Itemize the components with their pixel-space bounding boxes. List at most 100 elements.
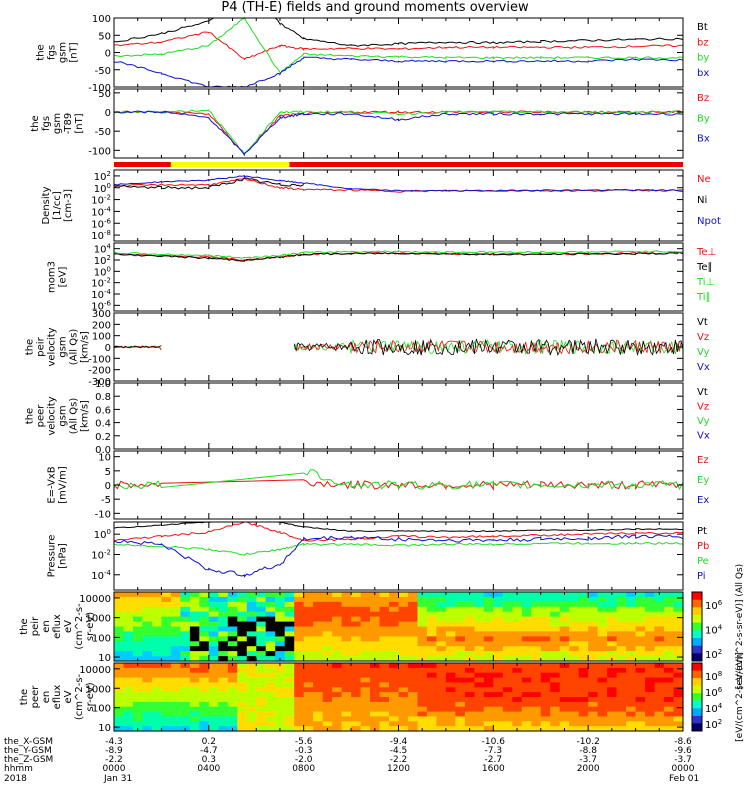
spectro-cell <box>256 621 267 628</box>
spectro-cell <box>133 667 144 674</box>
spectro-cell <box>626 651 637 657</box>
spectro-cell <box>227 601 238 608</box>
spectro-cell <box>398 682 409 688</box>
y-tick-label: 0 <box>105 343 111 354</box>
spectro-cell <box>360 711 371 718</box>
spectro-cell <box>673 656 684 662</box>
spectro-cell <box>408 711 419 718</box>
spectro-cell <box>284 682 295 688</box>
spectro-cell <box>502 701 513 708</box>
spectro-cell <box>616 716 627 722</box>
spectro-cell <box>313 697 324 703</box>
spectro-cell <box>379 706 390 713</box>
spectro-cell <box>218 672 229 679</box>
spectro-cell <box>483 641 494 647</box>
spectro-cell <box>170 601 181 608</box>
spectro-cell <box>540 596 551 603</box>
spectro-cell <box>426 611 437 618</box>
spectro-cell <box>123 726 134 732</box>
spectro-cell <box>133 611 144 618</box>
spectro-cell <box>474 626 485 632</box>
footer-value: -10.6 <box>482 737 506 747</box>
spectro-cell <box>332 672 343 679</box>
spectro-cell <box>569 606 580 613</box>
spectro-cell <box>227 611 238 618</box>
spectro-cell <box>360 592 371 598</box>
spectro-cell <box>502 672 513 679</box>
y-tick-label: 100 <box>94 528 111 541</box>
spectro-cell <box>199 706 210 713</box>
spectro-cell <box>559 682 570 688</box>
spectro-cell <box>332 631 343 637</box>
y-axis-label: the <box>25 339 36 355</box>
spectro-cell <box>170 692 181 698</box>
y-axis-label: gsm <box>58 405 69 426</box>
spectro-cell <box>607 631 618 637</box>
spectro-cell <box>322 682 333 688</box>
footer-value: -2.2 <box>105 755 123 765</box>
spectro-cell <box>588 682 599 688</box>
spectro-cell <box>389 611 400 618</box>
spectro-cell <box>597 692 608 698</box>
spectro-cell <box>569 667 580 674</box>
spectro-cell <box>588 687 599 693</box>
spectro-cell <box>237 641 248 647</box>
spectro-cell <box>569 651 580 657</box>
spectro-cell <box>635 611 646 618</box>
spectro-cell <box>616 656 627 662</box>
spectro-cell <box>417 701 428 708</box>
spectro-cell <box>341 606 352 613</box>
spectro-cell <box>417 687 428 693</box>
spectro-cell <box>379 667 390 674</box>
spectro-cell <box>588 656 599 662</box>
spectro-cell <box>114 721 125 727</box>
spectro-cell <box>635 667 646 674</box>
spectro-cell <box>208 626 219 632</box>
spectro-cell <box>123 621 134 628</box>
spectro-cell <box>607 651 618 657</box>
spectro-cell <box>189 687 200 693</box>
spectro-cell <box>275 672 286 679</box>
spectro-cell <box>626 621 637 628</box>
spectro-cell <box>142 626 153 632</box>
spectro-cell <box>208 641 219 647</box>
spectro-cell <box>436 697 447 703</box>
spectro-cell <box>351 646 362 652</box>
spectro-cell <box>161 726 172 732</box>
spectro-cell <box>370 606 381 613</box>
spectro-cell <box>626 636 637 642</box>
spectro-cell <box>654 616 665 623</box>
spectro-cell <box>360 687 371 693</box>
colorbar-tick-label: 106 <box>705 599 723 612</box>
spectro-cell <box>464 711 475 718</box>
footer-value: -8.9 <box>105 746 123 756</box>
colorbar-tick-label: 106 <box>705 686 723 699</box>
spectro-cell <box>379 616 390 623</box>
spectro-cell <box>227 721 238 727</box>
spectro-cell <box>408 646 419 652</box>
spectro-cell <box>227 716 238 722</box>
spectro-cell <box>559 646 570 652</box>
spectro-cell <box>246 621 257 628</box>
spectro-cell <box>626 596 637 603</box>
spectro-cell <box>341 641 352 647</box>
spectro-cell <box>161 682 172 688</box>
spectro-cell <box>256 716 267 722</box>
spectro-cell <box>616 667 627 674</box>
spectro-cell <box>673 726 684 732</box>
spectro-cell <box>426 596 437 603</box>
spectro-cell <box>445 663 456 669</box>
colorbar-cell <box>692 723 702 732</box>
y-axis-label: Pressure <box>47 535 58 578</box>
spectro-cell <box>303 626 314 632</box>
spectro-cell <box>151 701 162 708</box>
spectro-cell <box>313 636 324 642</box>
spectro-cell <box>208 716 219 722</box>
spectro-cell <box>426 726 437 732</box>
spectro-cell <box>199 663 210 669</box>
spectro-cell <box>654 701 665 708</box>
spectro-cell <box>303 646 314 652</box>
spectro-cell <box>142 636 153 642</box>
spectro-cell <box>218 616 229 623</box>
